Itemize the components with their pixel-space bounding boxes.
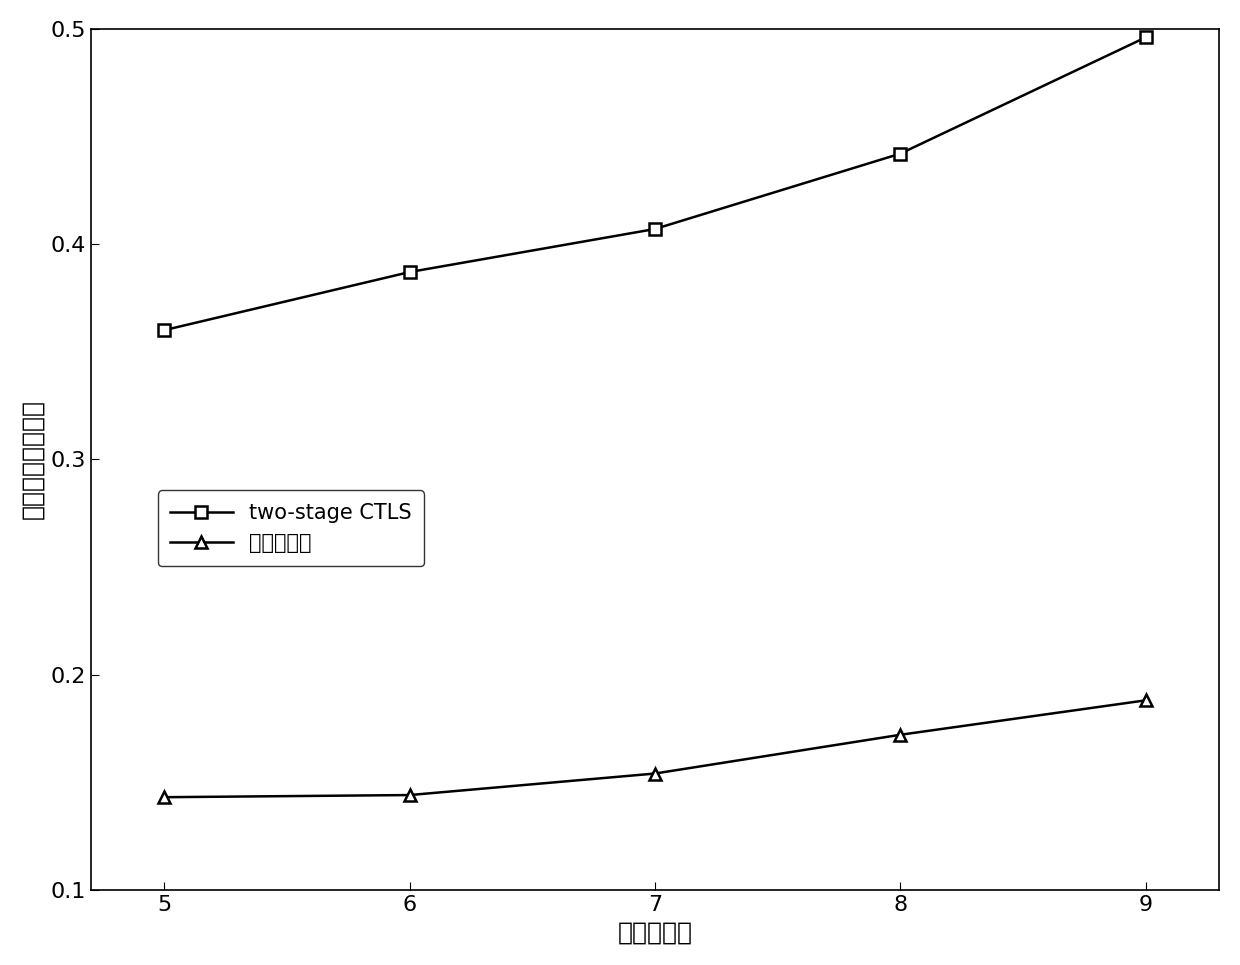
two-stage CTLS: [157, 324, 172, 336]
Line: 本发明方法: 本发明方法: [157, 694, 1152, 804]
本发明方法: [402, 789, 417, 801]
Legend: two-stage CTLS, 本发明方法: two-stage CTLS, 本发明方法: [157, 490, 424, 565]
本发明方法: [1138, 695, 1153, 706]
two-stage CTLS: [893, 148, 908, 159]
Y-axis label: 平均耗时（毫秒）: 平均耗时（毫秒）: [21, 400, 45, 519]
two-stage CTLS: [1138, 32, 1153, 43]
本发明方法: [893, 729, 908, 740]
本发明方法: [647, 768, 662, 780]
two-stage CTLS: [402, 266, 417, 278]
本发明方法: [157, 791, 172, 803]
X-axis label: 观测站数目: 观测站数目: [618, 921, 692, 944]
Line: two-stage CTLS: two-stage CTLS: [157, 31, 1152, 337]
two-stage CTLS: [647, 223, 662, 234]
